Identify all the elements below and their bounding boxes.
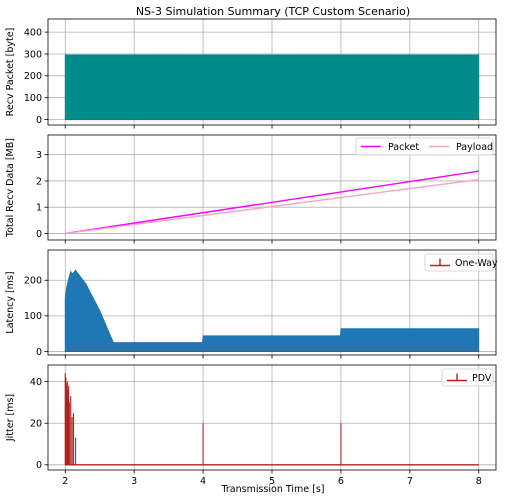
- x-tick-label: 6: [338, 476, 344, 487]
- legend: PDV: [441, 368, 494, 387]
- y-tick-label: 1: [36, 203, 42, 214]
- plot-area: [64, 269, 480, 352]
- x-tick-label: 8: [476, 476, 482, 487]
- legend-entry: Payload: [456, 142, 493, 153]
- y-axis-label: Recv Packet [byte]: [5, 28, 16, 117]
- y-axis-label: Latency [ms]: [5, 271, 16, 333]
- y-tick-label: 100: [24, 93, 42, 104]
- legend-entry: One-Way: [455, 258, 498, 269]
- legend-entry: PDV: [472, 373, 492, 384]
- y-tick-label: 300: [24, 49, 42, 60]
- plot-area: [65, 170, 479, 235]
- y-tick-label: 0: [36, 460, 42, 471]
- subplot-3: 0 100 200 Latency [ms] One-Way: [5, 249, 498, 359]
- y-tick-label: 0: [36, 347, 42, 358]
- area-series: [64, 54, 480, 120]
- y-tick-label: 0: [36, 229, 42, 240]
- plot-area: [64, 373, 479, 466]
- y-tick-label: 200: [24, 71, 42, 82]
- y-tick-label: 20: [30, 419, 42, 430]
- y-tick-label: 40: [30, 377, 42, 388]
- y-axis-label: Total Recv Data [MB]: [5, 138, 16, 238]
- legend-box: [424, 253, 494, 272]
- subplot-1: 0 100 200 300 400 Recv Packet [byte]: [5, 18, 497, 129]
- legend-box: [355, 137, 494, 156]
- legend-box: [441, 368, 494, 387]
- plot-area: [64, 54, 480, 121]
- legend: Packet Payload: [355, 137, 494, 156]
- line-series-2: [65, 178, 479, 235]
- y-tick-label: 2: [36, 176, 42, 187]
- legend: One-Way: [424, 253, 498, 272]
- x-tick-label: 2: [62, 476, 68, 487]
- x-axis-label: Transmission Time [s]: [220, 484, 324, 495]
- y-tick-label: 0: [36, 115, 42, 126]
- x-tick-label: 7: [407, 476, 413, 487]
- subplot-2: 0 1 2 3 Total Recv Data [MB] Packet Payload: [5, 134, 497, 244]
- x-tick-label: 3: [131, 476, 137, 487]
- chart-title: NS-3 Simulation Summary (TCP Custom Scen…: [136, 5, 410, 18]
- subplot-4: 0 20 40 2 3 4 5 6 7 8 Jitter [ms] PDV: [5, 364, 497, 487]
- line-series-1: [65, 170, 479, 235]
- x-tick-label: 4: [200, 476, 206, 487]
- x-tick-label: 5: [269, 476, 275, 487]
- y-tick-label: 3: [36, 150, 42, 161]
- y-tick-label: 200: [24, 276, 42, 287]
- y-axis-label: Jitter [ms]: [5, 394, 16, 442]
- legend-entry: Packet: [388, 142, 419, 153]
- y-tick-label: 100: [24, 311, 42, 322]
- area-series: [64, 269, 480, 352]
- y-tick-label: 400: [24, 28, 42, 39]
